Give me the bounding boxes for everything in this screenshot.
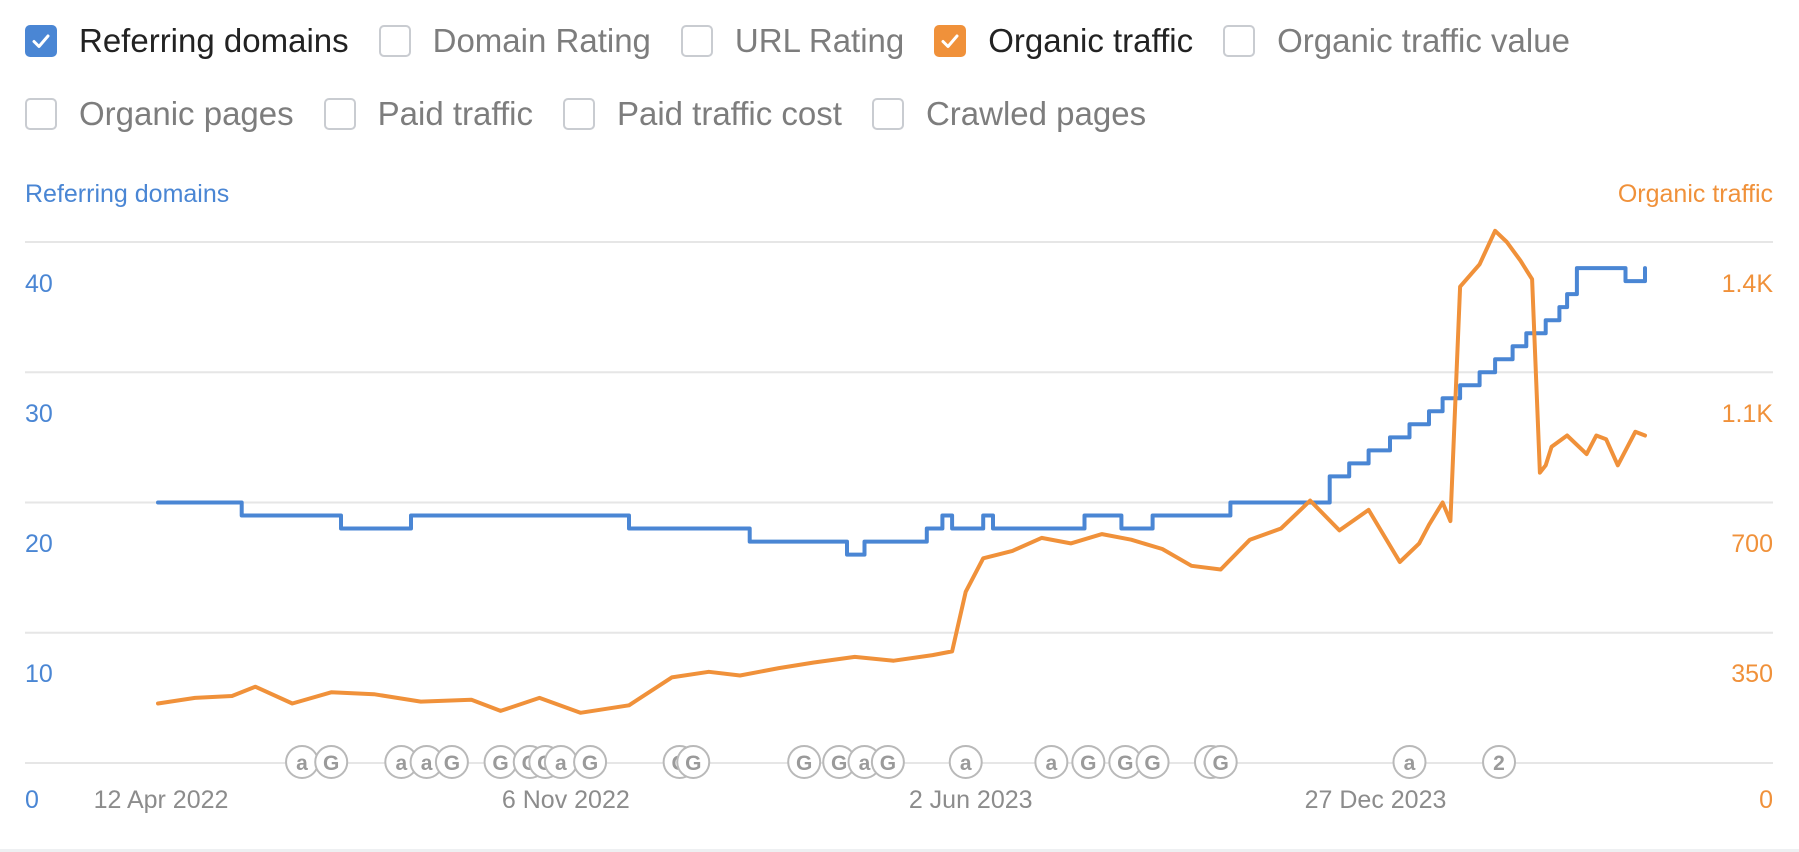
annotation-label: G bbox=[831, 752, 847, 775]
metric-option-paid-traffic[interactable]: Paid traffic bbox=[323, 95, 533, 133]
annotation-marker bbox=[1135, 745, 1170, 779]
annotation-label: G bbox=[444, 752, 460, 775]
checkbox-organic-pages[interactable] bbox=[25, 98, 57, 130]
metric-label: Domain Rating bbox=[432, 22, 651, 59]
x-tick-label: 2 Jun 2023 bbox=[909, 786, 1033, 814]
series-line-referring-domains bbox=[156, 266, 1647, 557]
metric-option-url-rating[interactable]: URL Rating bbox=[680, 22, 905, 60]
checkbox-organic-traffic-value[interactable] bbox=[1223, 25, 1256, 57]
x-tick-label: 6 Nov 2022 bbox=[502, 786, 630, 814]
y-right-tick-label: 700 bbox=[1731, 530, 1773, 558]
metric-label: Organic pages bbox=[79, 95, 294, 132]
x-tick-label: 27 Dec 2023 bbox=[1305, 786, 1447, 814]
y-right-tick-label: 350 bbox=[1731, 660, 1773, 688]
annotation-marker bbox=[1482, 745, 1517, 779]
y-left-tick-label: 0 bbox=[25, 786, 39, 814]
annotation-label: G bbox=[492, 752, 508, 775]
checkbox-paid-traffic[interactable] bbox=[323, 98, 356, 130]
annotation-label: G bbox=[323, 752, 339, 775]
y-left-tick-label: 40 bbox=[25, 270, 53, 298]
annotation-label: G bbox=[582, 752, 598, 775]
dual-axis-line-chart: Referring domains Organic traffic01020304… bbox=[25, 180, 1774, 814]
metric-label: URL Rating bbox=[734, 22, 905, 59]
annotation-label: a bbox=[960, 752, 972, 775]
annotation-marker bbox=[948, 745, 983, 779]
metric-label: Crawled pages bbox=[925, 95, 1147, 132]
metric-label: Referring domains bbox=[79, 22, 349, 59]
series-line-organic-traffic bbox=[156, 228, 1647, 715]
metric-option-paid-traffic-cost[interactable]: Paid traffic cost bbox=[562, 95, 842, 133]
annotation-label: G bbox=[1117, 752, 1133, 775]
metric-option-organic-traffic[interactable]: Organic traffic bbox=[934, 22, 1193, 60]
annotation-marker bbox=[1392, 745, 1427, 779]
annotation-marker bbox=[676, 745, 711, 779]
annotation-label: a bbox=[421, 752, 433, 775]
metric-option-organic-traffic-value[interactable]: Organic traffic value bbox=[1223, 22, 1570, 60]
annotation-label: G bbox=[685, 752, 701, 775]
y-left-tick-label: 30 bbox=[25, 400, 53, 428]
checkbox-referring-domains[interactable] bbox=[25, 25, 57, 57]
annotation-label: G bbox=[880, 752, 896, 775]
metric-option-domain-rating[interactable]: Domain Rating bbox=[378, 22, 651, 60]
metric-row-1: Referring domains Domain Rating URL Rating… bbox=[25, 22, 1600, 60]
metric-label: Organic traffic value bbox=[1277, 22, 1570, 59]
annotation-label: a bbox=[1046, 752, 1058, 775]
metric-option-crawled-pages[interactable]: Crawled pages bbox=[871, 95, 1147, 133]
y-right-tick-label: 1.1K bbox=[1722, 400, 1774, 428]
annotation-label: G bbox=[796, 752, 812, 775]
annotation-label: a bbox=[296, 752, 308, 775]
metric-row-2: Organic pages Paid traffic Paid traffic co… bbox=[25, 95, 1176, 133]
checkbox-crawled-pages[interactable] bbox=[871, 98, 904, 130]
annotation-marker bbox=[870, 745, 905, 779]
annotation-label: G bbox=[1144, 752, 1160, 775]
y-axis-left-title: Referring domains bbox=[25, 180, 229, 208]
annotation-marker bbox=[1071, 745, 1106, 779]
y-axis-right-title: Organic traffic bbox=[1618, 180, 1773, 208]
annotation-marker bbox=[573, 745, 608, 779]
y-left-tick-label: 20 bbox=[25, 530, 53, 558]
annotation-marker bbox=[314, 745, 349, 779]
annotation-label: G bbox=[1080, 752, 1096, 775]
annotation-marker bbox=[1034, 745, 1069, 779]
y-right-tick-label: 0 bbox=[1759, 786, 1773, 814]
y-right-tick-label: 1.4K bbox=[1722, 270, 1774, 298]
checkmark-icon bbox=[941, 34, 959, 48]
x-tick-label: 12 Apr 2022 bbox=[94, 786, 229, 814]
metric-option-referring-domains[interactable]: Referring domains bbox=[25, 22, 349, 60]
metric-label: Organic traffic bbox=[988, 22, 1194, 59]
annotation-label: a bbox=[1404, 752, 1416, 775]
checkbox-domain-rating[interactable] bbox=[378, 25, 411, 57]
annotation-marker bbox=[1203, 745, 1238, 779]
checkbox-paid-traffic-cost[interactable] bbox=[562, 98, 595, 130]
chart-bottom-border bbox=[0, 849, 1799, 852]
annotation-marker bbox=[434, 745, 469, 779]
annotation-label: G bbox=[1213, 752, 1229, 775]
checkbox-url-rating[interactable] bbox=[680, 25, 713, 57]
annotation-label: a bbox=[859, 752, 871, 775]
metric-label: Paid traffic bbox=[377, 95, 533, 132]
annotation-label: a bbox=[555, 752, 567, 775]
annotation-label: a bbox=[395, 752, 407, 775]
checkbox-organic-traffic[interactable] bbox=[934, 25, 967, 57]
checkmark-icon bbox=[32, 34, 50, 48]
annotation-marker bbox=[787, 745, 822, 779]
annotation-label: 2 bbox=[1493, 752, 1505, 775]
y-left-tick-label: 10 bbox=[25, 660, 53, 688]
metric-option-organic-pages[interactable]: Organic pages bbox=[25, 95, 294, 133]
metric-label: Paid traffic cost bbox=[616, 95, 842, 132]
